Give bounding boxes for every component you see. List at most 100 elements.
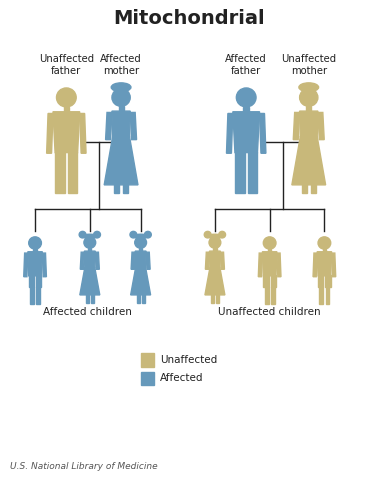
Polygon shape [271,287,275,304]
Polygon shape [64,107,69,112]
Polygon shape [85,251,95,268]
Text: Unaffected children: Unaffected children [218,307,321,317]
Polygon shape [80,268,100,295]
Polygon shape [205,268,225,295]
Polygon shape [47,113,53,153]
Text: Mitochondrial: Mitochondrial [114,9,265,27]
Polygon shape [36,275,41,287]
Polygon shape [104,136,138,185]
Polygon shape [313,253,317,277]
Polygon shape [33,249,37,252]
Polygon shape [318,112,324,140]
Polygon shape [306,107,311,111]
Polygon shape [293,112,299,140]
FancyBboxPatch shape [141,353,154,367]
Text: Affected: Affected [160,373,204,383]
Polygon shape [220,252,224,269]
Polygon shape [235,152,245,193]
Polygon shape [260,113,266,153]
FancyBboxPatch shape [141,372,154,385]
Circle shape [135,237,147,248]
Polygon shape [318,275,324,287]
Polygon shape [55,152,65,193]
Polygon shape [292,136,326,185]
Text: Affected
mother: Affected mother [100,54,142,76]
Polygon shape [135,251,146,268]
Circle shape [56,88,76,107]
Polygon shape [130,112,136,140]
Circle shape [204,231,211,238]
Circle shape [94,231,100,238]
Text: Unaffected
mother: Unaffected mother [281,54,336,76]
Circle shape [112,89,130,107]
Polygon shape [268,249,271,252]
Polygon shape [131,252,135,269]
Polygon shape [265,287,268,304]
Polygon shape [277,253,281,277]
Polygon shape [210,251,220,268]
Polygon shape [311,184,316,193]
Circle shape [209,237,221,248]
Circle shape [130,231,137,238]
Circle shape [219,231,226,238]
Circle shape [79,231,86,238]
Polygon shape [258,253,262,277]
Ellipse shape [208,234,221,239]
Polygon shape [28,252,42,276]
Polygon shape [326,287,329,304]
Polygon shape [139,248,142,251]
Polygon shape [323,249,326,252]
Polygon shape [88,248,91,251]
Circle shape [84,237,96,248]
Polygon shape [262,252,277,276]
Polygon shape [233,112,260,153]
Polygon shape [271,275,276,287]
Ellipse shape [299,83,319,92]
Polygon shape [123,184,128,193]
Polygon shape [36,287,40,304]
Polygon shape [319,287,323,304]
Polygon shape [119,107,124,111]
Polygon shape [53,112,80,153]
Text: Affected
father: Affected father [225,54,267,76]
Polygon shape [86,295,89,303]
Polygon shape [95,252,99,269]
Circle shape [29,237,41,249]
Polygon shape [302,184,307,193]
Polygon shape [146,252,150,269]
Polygon shape [216,295,219,303]
Polygon shape [30,287,34,304]
Polygon shape [29,275,34,287]
Text: Unaffected: Unaffected [160,355,218,365]
Circle shape [318,237,331,249]
Polygon shape [332,253,336,277]
Polygon shape [136,295,140,303]
Polygon shape [247,152,257,193]
Polygon shape [114,184,119,193]
Polygon shape [263,275,269,287]
Polygon shape [106,112,112,140]
Ellipse shape [111,83,131,92]
Polygon shape [68,152,77,193]
Polygon shape [91,295,94,303]
Polygon shape [205,252,210,269]
Polygon shape [317,252,332,276]
Polygon shape [141,295,145,303]
Polygon shape [80,113,86,153]
Polygon shape [213,248,216,251]
Ellipse shape [134,234,147,239]
Polygon shape [299,111,318,137]
Text: Affected children: Affected children [44,307,132,317]
Text: Unaffected
father: Unaffected father [39,54,94,76]
Text: U.S. National Library of Medicine: U.S. National Library of Medicine [9,462,157,471]
Polygon shape [24,253,28,277]
Polygon shape [112,111,130,137]
Polygon shape [243,107,249,112]
Polygon shape [211,295,214,303]
Polygon shape [42,253,46,277]
Ellipse shape [83,234,96,239]
Circle shape [263,237,276,249]
Polygon shape [80,252,85,269]
Polygon shape [131,268,150,295]
Polygon shape [227,113,233,153]
